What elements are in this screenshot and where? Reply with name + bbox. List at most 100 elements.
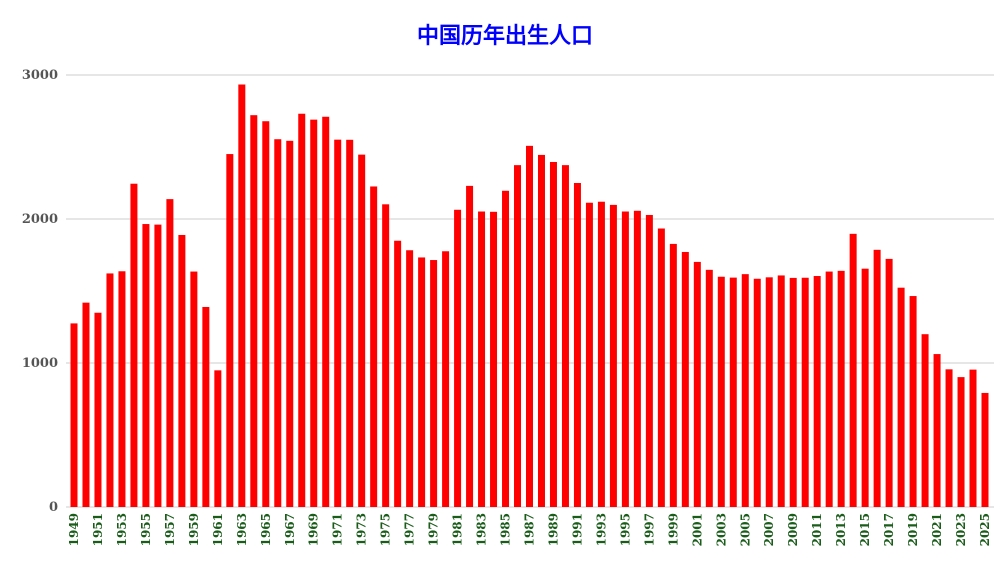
bar-1992 [585, 202, 593, 508]
x-tick-label: 2019 [906, 513, 920, 546]
bar-2023 [957, 377, 965, 507]
bar-1952 [106, 273, 114, 507]
bar-1979 [430, 260, 438, 507]
bar-1994 [609, 204, 617, 507]
x-tick-label: 2021 [930, 513, 944, 546]
bar-1996 [633, 210, 641, 508]
x-tick-label: 2009 [786, 513, 800, 546]
x-tick-label: 2013 [834, 513, 848, 546]
x-tick-label: 2017 [882, 513, 896, 546]
bar-2009 [789, 277, 797, 507]
x-tick-label: 1951 [91, 513, 105, 546]
bar-1949 [70, 323, 78, 507]
x-tick-label: 1971 [331, 513, 345, 546]
bar-1980 [442, 251, 450, 507]
bar-1968 [298, 113, 306, 508]
x-tick-label: 1955 [139, 513, 153, 546]
x-tick-label: 1989 [546, 513, 560, 546]
bar-2020 [921, 334, 929, 507]
bar-2002 [705, 269, 713, 507]
bar-1977 [406, 250, 414, 507]
bar-1962 [226, 154, 234, 507]
y-tick-label: 2000 [22, 212, 58, 227]
x-tick-label: 2003 [714, 513, 728, 546]
y-tick-label: 3000 [22, 68, 58, 83]
bar-1970 [322, 116, 330, 507]
x-tick-label: 2005 [738, 513, 752, 546]
bar-1950 [82, 302, 90, 507]
x-tick-label: 1985 [499, 513, 513, 546]
x-tick-label: 1991 [570, 513, 584, 546]
x-tick-label: 1961 [211, 513, 225, 546]
bar-2005 [741, 274, 749, 507]
x-tick-label: 1987 [523, 513, 537, 546]
x-tick-label: 1995 [618, 513, 632, 546]
y-tick-label: 0 [49, 500, 58, 515]
bar-1988 [537, 154, 545, 508]
bar-1984 [490, 211, 498, 508]
x-tick-label: 2023 [954, 513, 968, 546]
bar-1990 [561, 165, 569, 507]
bar-1982 [466, 185, 474, 507]
bar-1954 [130, 183, 138, 507]
bar-2019 [909, 296, 917, 507]
bar-1986 [514, 165, 522, 507]
bar-1967 [286, 140, 294, 507]
x-tick-label: 1957 [163, 513, 177, 546]
x-tick-label: 1973 [355, 513, 369, 546]
bar-1987 [526, 145, 533, 507]
y-axis-ticks: 0 1000 2000 3000 [22, 68, 58, 515]
x-tick-label: 1959 [187, 513, 201, 546]
bar-2016 [873, 249, 881, 507]
x-tick-label: 1953 [115, 513, 129, 546]
x-tick-label: 2007 [762, 513, 776, 546]
bar-1995 [621, 211, 629, 507]
bar-1961 [214, 370, 222, 507]
bar-1963 [238, 84, 246, 507]
bar-2000 [681, 251, 689, 507]
bar-1965 [262, 121, 270, 507]
bar-1976 [394, 240, 402, 508]
bar-2006 [753, 278, 761, 507]
x-tick-label: 1975 [379, 513, 393, 546]
x-tick-label: 1969 [307, 513, 321, 546]
bar-1960 [202, 306, 210, 507]
bar-1955 [142, 224, 150, 508]
bar-2014 [849, 233, 857, 507]
x-tick-label: 1997 [642, 513, 656, 546]
bar-1975 [382, 204, 390, 507]
x-tick-label: 1983 [475, 513, 489, 546]
bar-2001 [693, 261, 701, 507]
bar-1958 [178, 234, 186, 508]
bar-1959 [190, 271, 198, 507]
bar-1993 [597, 201, 605, 507]
bar-1997 [645, 214, 653, 507]
bar-2012 [825, 271, 833, 507]
x-tick-label: 1979 [427, 513, 441, 546]
x-tick-label: 1999 [666, 513, 680, 546]
x-tick-label: 1967 [283, 513, 297, 546]
bar-1978 [418, 257, 426, 507]
x-tick-label: 2011 [810, 513, 824, 546]
bar-2022 [945, 369, 953, 507]
bar-1969 [310, 119, 318, 507]
bar-2003 [717, 276, 725, 507]
bar-2015 [861, 268, 869, 507]
bars [70, 84, 989, 508]
bar-1956 [154, 224, 162, 507]
y-tick-label: 1000 [22, 356, 58, 371]
bar-2004 [729, 277, 737, 507]
bar-1974 [370, 186, 378, 507]
x-tick-label: 1965 [259, 513, 273, 546]
bar-2013 [837, 270, 845, 507]
bar-2018 [897, 287, 905, 507]
bar-2017 [885, 258, 893, 507]
x-tick-label: 1981 [451, 513, 465, 546]
x-tick-label: 1993 [594, 513, 608, 546]
x-tick-label: 2025 [978, 513, 992, 546]
bar-1957 [166, 199, 174, 507]
bar-1999 [669, 243, 677, 507]
bar-1981 [454, 209, 462, 507]
x-axis-ticks: 1949 1951 1953 1955 1957 1959 1961 1963 1965 1967… [67, 513, 992, 546]
